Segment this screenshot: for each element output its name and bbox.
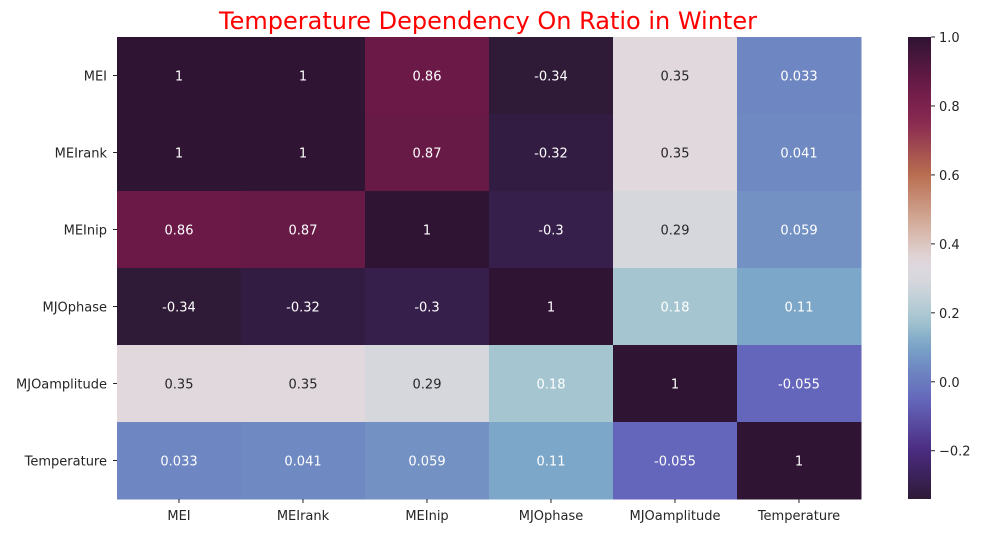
cell-value-label: 0.86 <box>413 70 442 85</box>
heatmap-cell <box>737 37 862 115</box>
colorbar-tick-label: 0.4 <box>939 238 960 253</box>
colorbar-tick-label: −0.2 <box>939 445 971 460</box>
cell-value-label: -0.34 <box>534 70 568 85</box>
cell-value-label: -0.055 <box>778 378 820 393</box>
heatmap-cell <box>613 37 738 115</box>
cell-value-label: 1 <box>671 378 679 393</box>
cell-value-label: 1 <box>175 147 183 162</box>
cell-value-label: 0.29 <box>413 378 442 393</box>
heatmap-cell <box>365 191 490 269</box>
colorbar-tick-label: 0.2 <box>939 307 960 322</box>
heatmap-cells: 1 1 0.86 -0.34 0.35 0.033 1 1 0.87 -0.32 0.35 0.041… <box>117 37 862 500</box>
heatmap-cell <box>737 114 862 192</box>
heatmap-cell <box>117 422 242 500</box>
cell-value-label: 1 <box>423 224 431 239</box>
x-tick-label: MEInip <box>405 509 448 524</box>
cell-value-label: 0.059 <box>408 455 445 470</box>
cell-value-label: 0.18 <box>661 301 690 316</box>
cell-value-label: 0.11 <box>785 301 814 316</box>
cell-value-label: -0.3 <box>538 224 563 239</box>
cell-value-label: 0.35 <box>289 378 318 393</box>
heatmap-cell <box>613 345 738 423</box>
heatmap-cell <box>737 191 862 269</box>
heatmap-cell <box>365 268 490 346</box>
heatmap-cell <box>737 422 862 500</box>
x-tick-label: MJOphase <box>519 509 584 524</box>
cell-value-label: -0.34 <box>162 301 196 316</box>
cell-value-label: -0.32 <box>534 147 568 162</box>
x-tick-label: MEI <box>167 509 190 524</box>
cell-value-label: 0.35 <box>165 378 194 393</box>
cell-value-label: 1 <box>299 70 307 85</box>
heatmap-cell <box>241 37 366 115</box>
heatmap-cell <box>365 114 490 192</box>
cell-value-label: 0.059 <box>780 224 817 239</box>
cell-value-label: -0.3 <box>414 301 439 316</box>
x-tick-label: MJOamplitude <box>630 509 721 524</box>
cell-value-label: 1 <box>175 70 183 85</box>
heatmap-cell <box>613 268 738 346</box>
heatmap-cell <box>117 37 242 115</box>
y-tick-label: MEI <box>84 70 107 85</box>
y-tick-label: MJOphase <box>42 301 107 316</box>
chart-title: Temperature Dependency On Ratio in Winte… <box>218 7 757 35</box>
cell-value-label: 0.35 <box>661 70 690 85</box>
x-tick-label: Temperature <box>757 509 840 524</box>
cell-value-label: 0.35 <box>661 147 690 162</box>
heatmap-cell <box>365 422 490 500</box>
cell-value-label: 0.29 <box>661 224 690 239</box>
cell-value-label: 0.18 <box>537 378 566 393</box>
cell-value-label: 1 <box>547 301 555 316</box>
cell-value-label: -0.32 <box>286 301 320 316</box>
cell-value-label: 0.87 <box>289 224 318 239</box>
cell-value-label: -0.055 <box>654 455 696 470</box>
cell-value-label: 1 <box>299 147 307 162</box>
x-axis-tick-labels: MEI MEIrank MEInip MJOphase MJOamplitude Temp… <box>167 499 840 524</box>
heatmap-cell <box>241 114 366 192</box>
cell-value-label: 0.87 <box>413 147 442 162</box>
cell-value-label: 0.86 <box>165 224 194 239</box>
heatmap-cell <box>613 422 738 500</box>
cell-value-label: 1 <box>795 455 803 470</box>
heatmap-cell <box>613 114 738 192</box>
y-tick-label: MEIrank <box>55 147 108 162</box>
y-axis-tick-labels: MEI MEIrank MEInip MJOphase MJOamplitude Temp… <box>16 70 117 470</box>
heatmap-cell <box>489 37 614 115</box>
cell-value-label: 0.033 <box>160 455 197 470</box>
heatmap-cell <box>489 268 614 346</box>
heatmap-cell <box>117 268 242 346</box>
heatmap-cell <box>365 345 490 423</box>
heatmap-cell <box>737 345 862 423</box>
heatmap-cell <box>613 191 738 269</box>
cell-value-label: 0.041 <box>780 147 817 162</box>
y-tick-label: Temperature <box>24 455 107 470</box>
y-tick-label: MJOamplitude <box>16 378 107 393</box>
heatmap-cell <box>737 268 862 346</box>
x-tick-label: MEIrank <box>277 509 330 524</box>
colorbar-gradient <box>908 37 931 499</box>
heatmap-cell <box>489 114 614 192</box>
y-tick-label: MEInip <box>64 224 107 239</box>
heatmap-cell <box>489 345 614 423</box>
cell-value-label: 0.033 <box>780 70 817 85</box>
heatmap-cell <box>489 191 614 269</box>
cell-value-label: 0.11 <box>537 455 566 470</box>
heatmap-cell <box>365 37 490 115</box>
colorbar-tick-label: 0.0 <box>939 376 960 391</box>
colorbar-tick-label: 1.0 <box>939 31 960 46</box>
heatmap-cell <box>117 345 242 423</box>
colorbar-tick-label: 0.8 <box>939 100 960 115</box>
heatmap-cell <box>241 422 366 500</box>
heatmap-cell <box>241 345 366 423</box>
colorbar-tick-label: 0.6 <box>939 169 960 184</box>
cell-value-label: 0.041 <box>284 455 321 470</box>
colorbar: −0.2 0.0 0.2 0.4 0.6 0.8 1.0 <box>908 31 971 499</box>
heatmap-cell <box>117 114 242 192</box>
heatmap-cell <box>241 268 366 346</box>
heatmap-cell <box>117 191 242 269</box>
heatmap-cell <box>489 422 614 500</box>
heatmap-cell <box>241 191 366 269</box>
